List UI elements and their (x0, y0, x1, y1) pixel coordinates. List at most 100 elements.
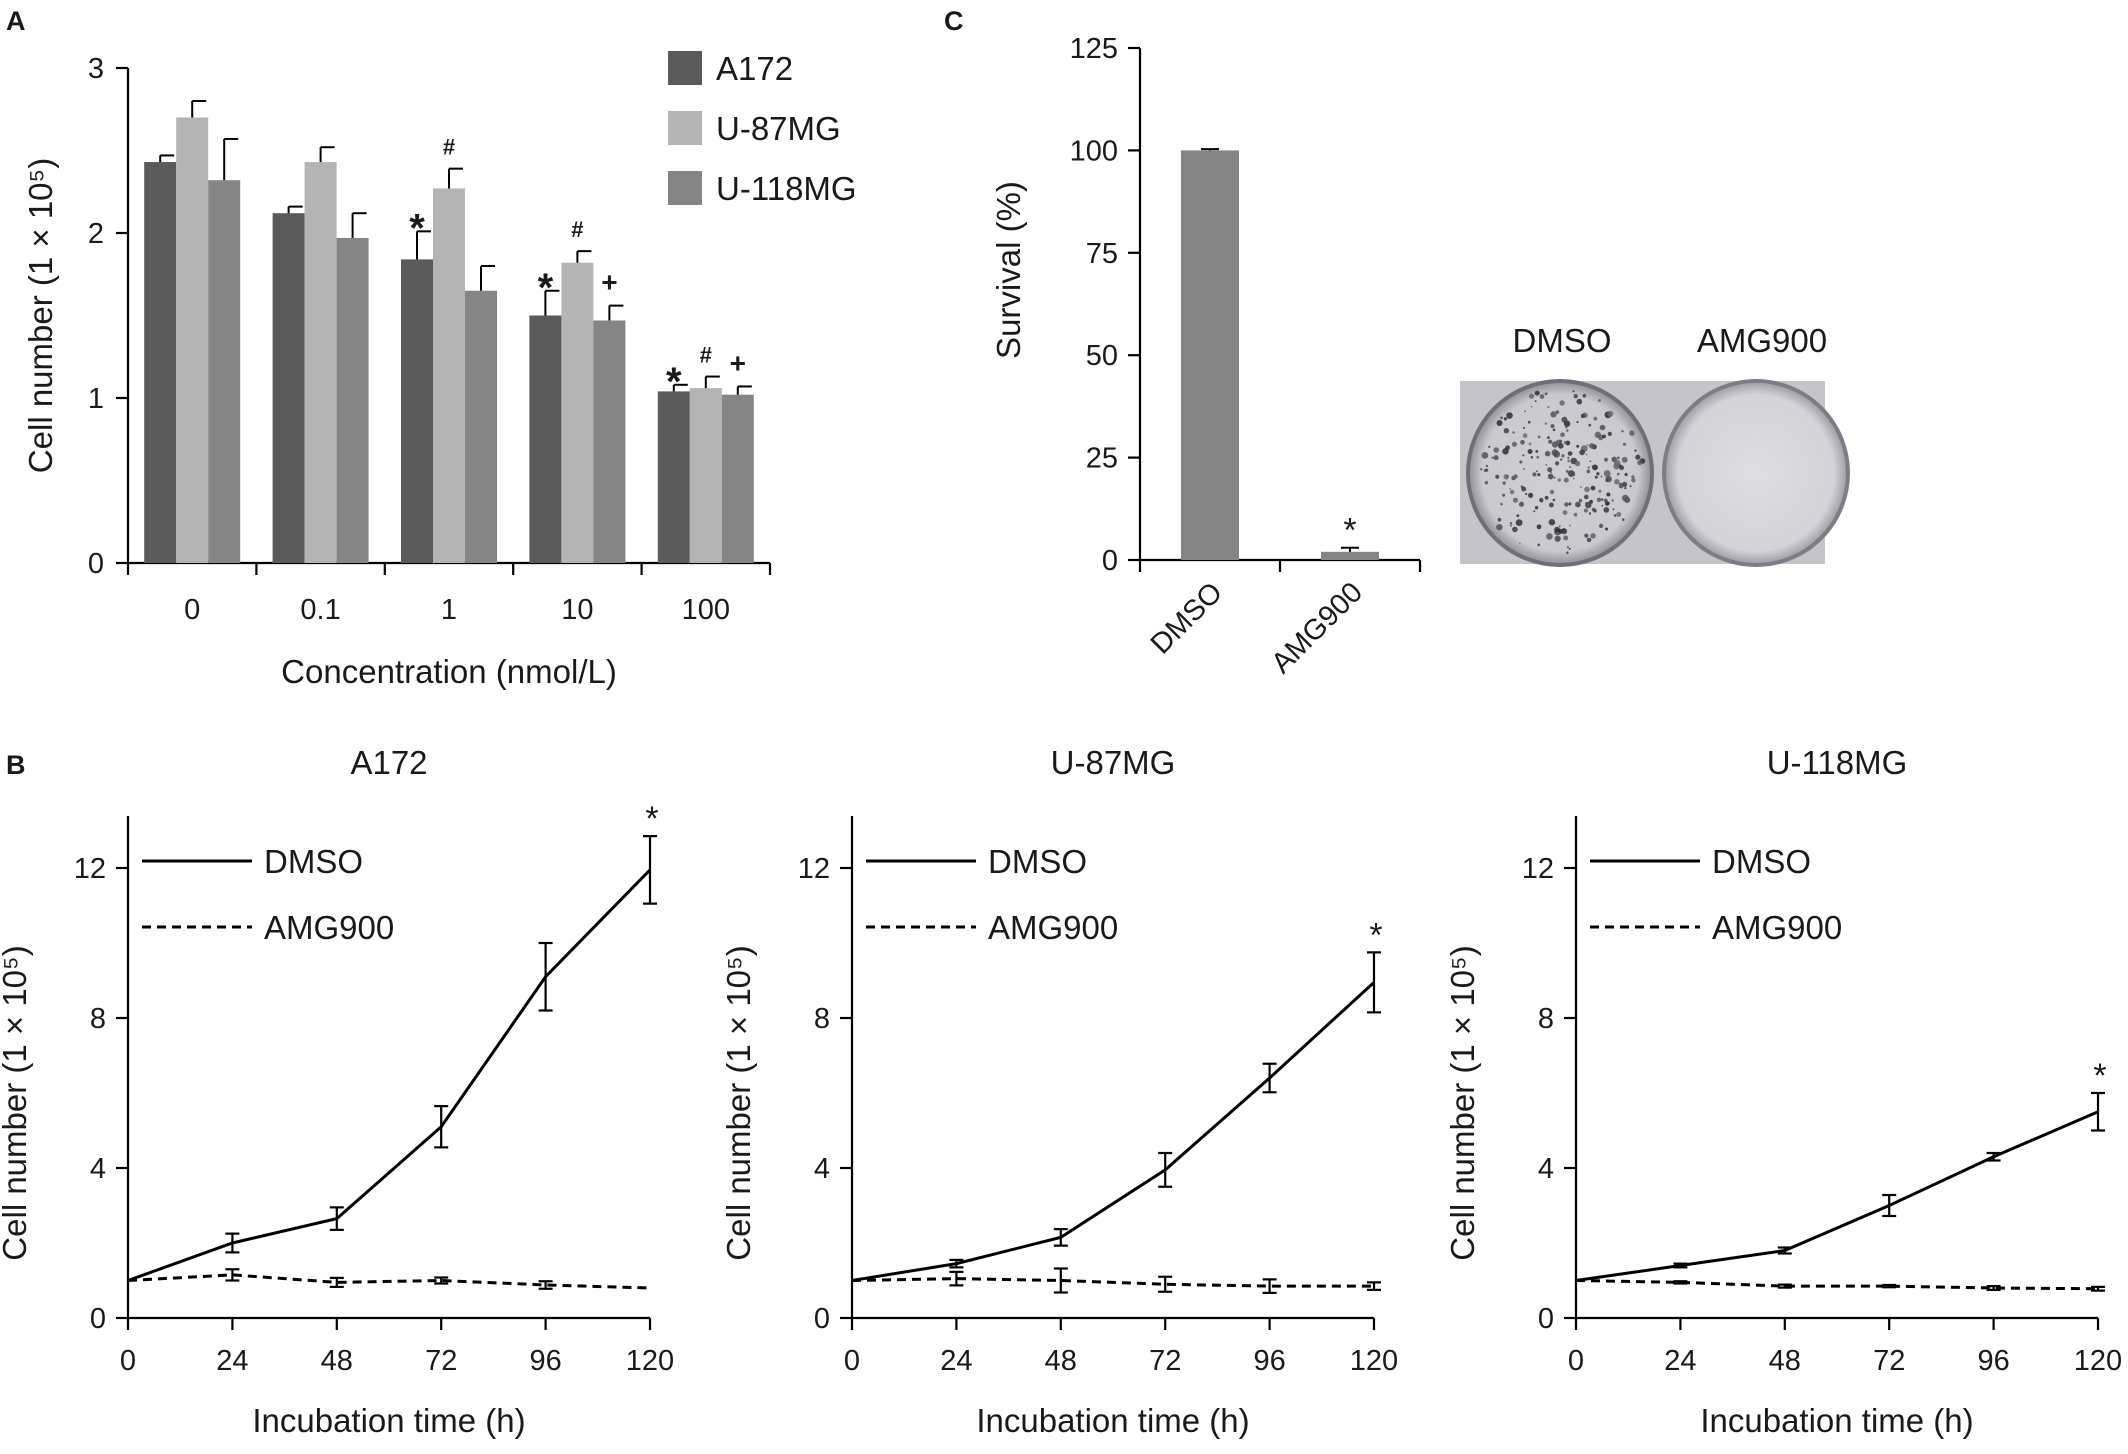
colony-dot (1558, 525, 1561, 528)
colony-dot (1502, 493, 1506, 497)
colony-dot (1564, 502, 1569, 507)
significance-mark: * (1343, 512, 1356, 550)
colony-dot (1509, 489, 1515, 495)
colony-dot (1601, 498, 1604, 501)
colony-dot (1588, 512, 1592, 515)
colony-dot (1573, 394, 1578, 399)
legend-label-amg900: AMG900 (988, 909, 1118, 946)
colony-dot (1523, 426, 1526, 429)
colony-dot (1629, 485, 1632, 488)
y-axis-title: Cell number (1 × 10⁵) (720, 945, 757, 1260)
y-tick-label: 4 (90, 1153, 106, 1185)
colony-dot (1560, 458, 1563, 461)
colony-dot (1631, 478, 1636, 483)
colony-dot (1576, 444, 1580, 448)
colony-dot (1576, 420, 1579, 424)
y-tick-label: 8 (1538, 1003, 1554, 1035)
x-tick-label: 48 (1045, 1345, 1077, 1377)
y-tick-label: 0 (1538, 1303, 1554, 1335)
colony-dot (1527, 449, 1533, 454)
colony-dot (1560, 432, 1565, 438)
colony-dot (1566, 546, 1569, 549)
colony-dot (1544, 495, 1549, 500)
colony-dot (1591, 465, 1594, 468)
colony-dot (1532, 472, 1537, 477)
colony-dot (1604, 457, 1608, 462)
colony-dot (1599, 523, 1604, 529)
colony-dot (1548, 439, 1553, 444)
y-tick-label: 25 (1086, 443, 1118, 475)
colony-dot (1533, 510, 1536, 513)
colony-dot (1519, 542, 1521, 545)
colony-dot (1563, 441, 1567, 444)
colony-dot (1559, 439, 1563, 443)
y-axis-title: Cell number (1 × 10⁵) (0, 945, 33, 1260)
colony-dot (1624, 472, 1628, 477)
colony-dot (1582, 393, 1587, 398)
colony-dot (1500, 416, 1503, 420)
colony-dot (1580, 486, 1582, 488)
panel-label-a: A (6, 6, 26, 36)
x-tick-label: 0 (120, 1345, 136, 1377)
colony-dot (1544, 450, 1551, 457)
legend-label-dmso: DMSO (988, 843, 1087, 880)
x-tick-label: 48 (1769, 1345, 1801, 1377)
x-axis-title: Incubation time (h) (1700, 1402, 1973, 1439)
bar-a172-0-1 (272, 213, 305, 563)
colony-dot (1616, 472, 1620, 476)
colony-dot (1484, 481, 1489, 485)
colony-dot (1619, 465, 1624, 471)
legend: A172 U-87MG U-118MG (668, 50, 857, 207)
legend-label-amg900: AMG900 (1712, 909, 1842, 946)
colony-dot (1515, 519, 1523, 526)
amg900-dish (1662, 379, 1850, 567)
colony-dot (1512, 497, 1519, 503)
legend-label-a172: A172 (716, 50, 793, 87)
significance-mark: + (601, 267, 617, 298)
colony-dot (1547, 406, 1550, 409)
colony-formation-photo: DMSO AMG900 (1460, 322, 1850, 567)
colony-dot (1519, 460, 1523, 464)
colony-dot (1568, 502, 1572, 506)
colony-dot (1576, 398, 1583, 405)
significance-mark: * (2093, 1057, 2106, 1095)
series-line-dmso (1575, 1110, 2099, 1282)
colony-dot (1502, 481, 1506, 485)
colony-dot (1635, 454, 1641, 460)
x-tick-label: 48 (321, 1345, 353, 1377)
bar-u-118mg-10 (593, 320, 626, 563)
x-tick-label: 10 (561, 594, 593, 626)
colony-dot (1624, 487, 1627, 490)
colony-dot (1536, 455, 1540, 459)
bar-u-87mg-100 (689, 388, 722, 563)
y-axis-title: Cell number (1 × 10⁵) (22, 158, 59, 473)
colony-dot (1584, 533, 1589, 538)
bar-u-118mg-1 (465, 290, 497, 563)
photo-label-dmso: DMSO (1513, 322, 1612, 359)
colony-dot (1618, 483, 1624, 489)
y-tick-label: 0 (88, 548, 104, 580)
x-axis-title: Incubation time (h) (976, 1402, 1249, 1439)
colony-dot (1622, 442, 1627, 446)
colony-dot (1607, 410, 1614, 417)
bar-a172-1 (401, 259, 433, 563)
colony-dot (1534, 390, 1540, 396)
bar-u-87mg-1 (433, 188, 465, 563)
y-tick-label: 125 (1070, 33, 1118, 65)
legend: DMSO AMG900 (1590, 843, 1842, 946)
colony-dot (1554, 526, 1560, 533)
y-tick-label: 2 (88, 218, 104, 250)
colony-dot (1567, 456, 1570, 459)
colony-dot (1503, 417, 1507, 421)
colony-dot (1588, 423, 1592, 427)
y-axis-title: Cell number (1 × 10⁵) (1444, 945, 1481, 1260)
colony-dot (1637, 460, 1643, 466)
colony-dot (1500, 502, 1503, 506)
colony-dot (1584, 486, 1590, 493)
legend-label-u-118mg: U-118MG (716, 170, 857, 207)
colony-dot (1592, 464, 1598, 471)
colony-dot (1593, 416, 1598, 421)
colony-dot (1521, 486, 1527, 492)
significance-mark: * (538, 266, 554, 310)
colony-dot (1611, 499, 1614, 502)
